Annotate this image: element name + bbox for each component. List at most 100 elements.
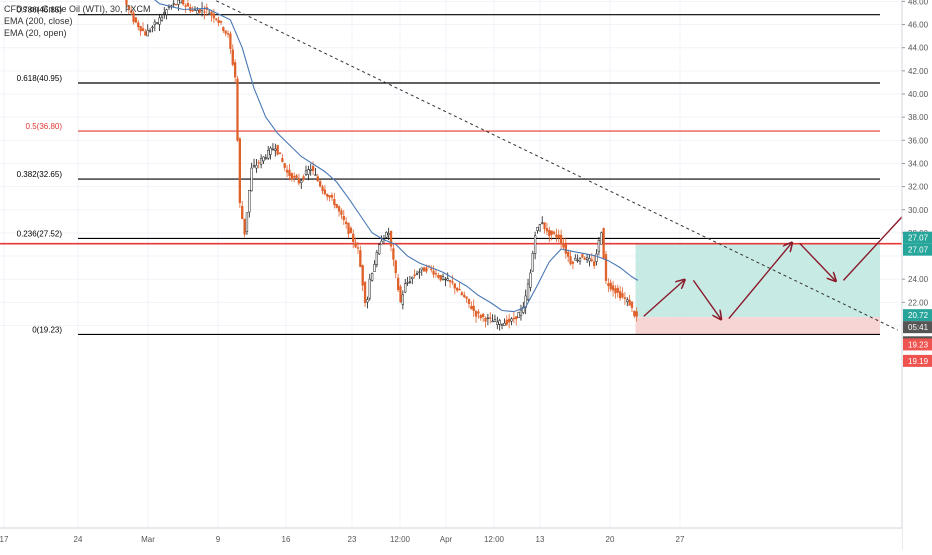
candle-body-182	[434, 273, 438, 275]
candle-body-109	[262, 156, 265, 162]
price-label-bg-6	[903, 354, 932, 367]
fib-label-4: 0.382(32.65)	[17, 170, 63, 179]
candle-body-51	[125, 0, 128, 5]
candle-body-96	[231, 49, 234, 65]
x-tick-label-3: 9	[216, 535, 221, 544]
candle-body-233	[555, 234, 558, 238]
price-label-bg-0	[903, 231, 932, 244]
candle-body-203	[484, 318, 487, 322]
candle-body-222	[529, 272, 532, 288]
x-tick-label-11: 27	[676, 535, 685, 544]
candle-body-105	[252, 164, 256, 167]
candle-body-77	[186, 3, 190, 7]
candle-body-168	[401, 294, 404, 305]
candle-body-66	[160, 16, 164, 21]
candle-body-216	[515, 316, 518, 320]
candle-body-173	[413, 274, 416, 276]
candle-body-234	[557, 234, 560, 239]
candle-body-172	[411, 276, 414, 279]
price-label-bg-2	[903, 309, 932, 322]
candle-body-194	[463, 294, 466, 298]
candle-body-232	[552, 231, 556, 234]
x-tick-label-4: 16	[282, 535, 291, 544]
candle-body-236	[562, 243, 565, 248]
candle-body-221	[526, 283, 530, 300]
candle-body-207	[493, 319, 497, 322]
candle-body-178	[425, 267, 428, 272]
candle-body-235	[559, 234, 563, 244]
candle-body-181	[432, 270, 435, 275]
candle-body-139	[333, 199, 336, 206]
candle-body-101	[243, 218, 246, 235]
candle-body-100	[241, 206, 244, 219]
candle-body-254	[604, 254, 608, 281]
candle-body-92	[222, 27, 225, 32]
candle-body-75	[182, 0, 185, 5]
candle-body-132	[316, 176, 319, 182]
fib-label-5: 0.236(27.52)	[17, 229, 63, 238]
candle-body-145	[347, 222, 350, 234]
candle-body-115	[276, 144, 279, 155]
candle-body-158	[378, 244, 381, 255]
candle-body-64	[156, 22, 159, 24]
candle-body-102	[245, 212, 249, 232]
candle-body-229	[545, 228, 549, 232]
candle-body-263	[626, 299, 629, 302]
candle-body-243	[578, 257, 582, 262]
candle-body-211	[503, 322, 506, 326]
legend-symbol: CFDs on Crude Oil (WTI), 30, FXCM	[4, 4, 151, 14]
x-tick-label-6: 12:00	[390, 535, 411, 544]
candle-body-123	[295, 175, 298, 179]
candle-body-218	[519, 309, 523, 317]
candle-body-88	[212, 13, 216, 19]
candle-body-161	[385, 232, 388, 238]
candle-body-167	[399, 286, 402, 303]
candle-body-258	[614, 288, 617, 294]
candle-body-65	[158, 17, 161, 25]
candle-body-214	[510, 318, 513, 322]
candle-body-58	[141, 28, 145, 31]
price-label-2: 20.72	[908, 311, 929, 320]
candle-body-175	[418, 271, 421, 273]
price-label-bg-1	[903, 243, 932, 256]
y-tick-label-1: 22.00	[908, 298, 929, 307]
candle-body-116	[278, 152, 282, 155]
candle-body-120	[288, 169, 291, 176]
candle-body-55	[134, 17, 138, 23]
candle-body-187	[446, 278, 449, 281]
candle-body-87	[210, 11, 213, 16]
x-tick-label-7: Apr	[440, 535, 453, 544]
candle-body-165	[394, 260, 397, 274]
y-tick-label-7: 34.00	[908, 159, 929, 168]
candle-body-157	[375, 252, 379, 265]
candle-body-241	[574, 258, 577, 261]
candle-body-61	[148, 30, 152, 32]
candle-body-217	[517, 312, 520, 318]
candle-body-142	[340, 210, 343, 215]
candle-body-156	[373, 264, 376, 272]
candle-body-118	[283, 163, 286, 168]
projection-segment-0	[643, 280, 684, 317]
candle-body-231	[550, 230, 553, 235]
x-tick-label-5: 23	[348, 535, 357, 544]
candle-body-93	[224, 30, 227, 34]
candle-body-119	[285, 169, 289, 173]
candle-body-266	[633, 310, 636, 317]
candle-body-252	[600, 232, 603, 245]
candle-body-135	[323, 189, 327, 195]
candle-body-261	[621, 293, 624, 298]
candle-body-164	[392, 248, 395, 260]
candle-body-73	[177, 0, 180, 5]
candle-body-169	[404, 283, 407, 293]
candle-body-205	[489, 317, 492, 319]
candle-body-159	[380, 240, 383, 245]
price-label-1: 27.07	[908, 246, 929, 255]
candle-body-72	[174, 3, 178, 6]
candle-body-106	[255, 165, 258, 169]
candle-body-162	[387, 233, 390, 236]
x-tick-label-9: 13	[536, 535, 545, 544]
projection-segment-4	[728, 243, 792, 320]
candle-body-225	[536, 227, 539, 231]
